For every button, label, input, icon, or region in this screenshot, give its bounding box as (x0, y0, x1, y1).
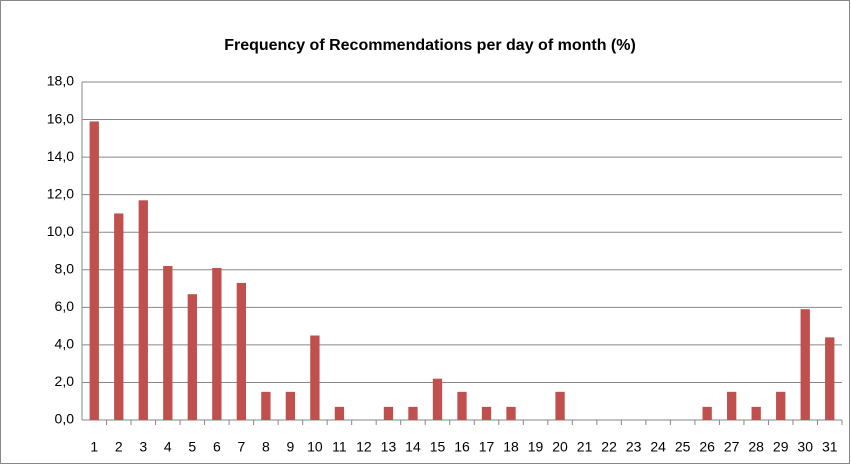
bar (481, 406, 492, 420)
y-tick-label: 8,0 (55, 260, 75, 276)
x-tick-label: 10 (307, 439, 323, 455)
x-tick-label: 24 (650, 439, 666, 455)
x-tick-label: 11 (332, 439, 347, 455)
bar (457, 391, 467, 420)
x-tick-label: 23 (626, 439, 642, 455)
bar (114, 213, 124, 420)
bar (383, 406, 394, 420)
bar (163, 266, 173, 420)
x-tick-label: 14 (405, 439, 421, 455)
x-tick-label: 3 (139, 439, 147, 455)
y-tick-label: 6,0 (55, 298, 75, 314)
y-tick-label: 18,0 (47, 73, 74, 89)
bar (727, 391, 737, 420)
bar (702, 406, 712, 420)
bar (236, 282, 247, 420)
bar (432, 378, 443, 420)
y-tick-label: 10,0 (47, 223, 74, 239)
y-tick-label: 4,0 (55, 336, 75, 352)
x-tick-label: 25 (675, 439, 691, 455)
x-tick-label: 31 (822, 439, 838, 455)
bar (310, 335, 320, 420)
x-tick-label: 19 (528, 439, 544, 455)
bar (285, 391, 296, 420)
bar (408, 406, 418, 420)
bar (751, 406, 761, 420)
x-tick-label: 9 (286, 439, 294, 455)
bar (334, 406, 345, 420)
x-tick-label: 6 (213, 439, 221, 455)
x-tick-label: 5 (188, 439, 196, 455)
x-tick-label: 13 (381, 439, 397, 455)
y-tick-label: 2,0 (55, 373, 75, 389)
x-tick-label: 21 (577, 439, 593, 455)
x-tick-label: 27 (724, 439, 740, 455)
bar (138, 200, 148, 420)
bar (506, 406, 516, 420)
bar (800, 309, 810, 420)
x-tick-label: 26 (699, 439, 715, 455)
bar (825, 337, 835, 420)
x-tick-label: 22 (601, 439, 617, 455)
bar (776, 391, 786, 420)
y-tick-label: 16,0 (47, 110, 74, 126)
y-tick-label: 12,0 (47, 185, 74, 201)
bar (187, 294, 197, 420)
x-tick-label: 30 (797, 439, 813, 455)
bar (261, 391, 271, 420)
bar (212, 267, 222, 420)
x-tick-label: 20 (552, 439, 568, 455)
x-tick-label: 12 (356, 439, 372, 455)
x-tick-label: 15 (430, 439, 446, 455)
x-tick-label: 7 (237, 439, 245, 455)
x-tick-label: 4 (164, 439, 172, 455)
bar (555, 391, 565, 420)
x-tick-label: 29 (773, 439, 789, 455)
x-tick-label: 1 (90, 439, 98, 455)
x-tick-label: 18 (503, 439, 519, 455)
x-tick-label: 17 (479, 439, 495, 455)
y-tick-label: 14,0 (47, 148, 74, 164)
x-tick-label: 8 (262, 439, 270, 455)
x-tick-label: 16 (454, 439, 470, 455)
x-tick-label: 2 (115, 439, 123, 455)
y-tick-label: 0,0 (55, 411, 75, 427)
bar (89, 121, 99, 420)
chart-title: Frequency of Recommendations per day of … (224, 37, 636, 54)
x-tick-label: 28 (748, 439, 764, 455)
